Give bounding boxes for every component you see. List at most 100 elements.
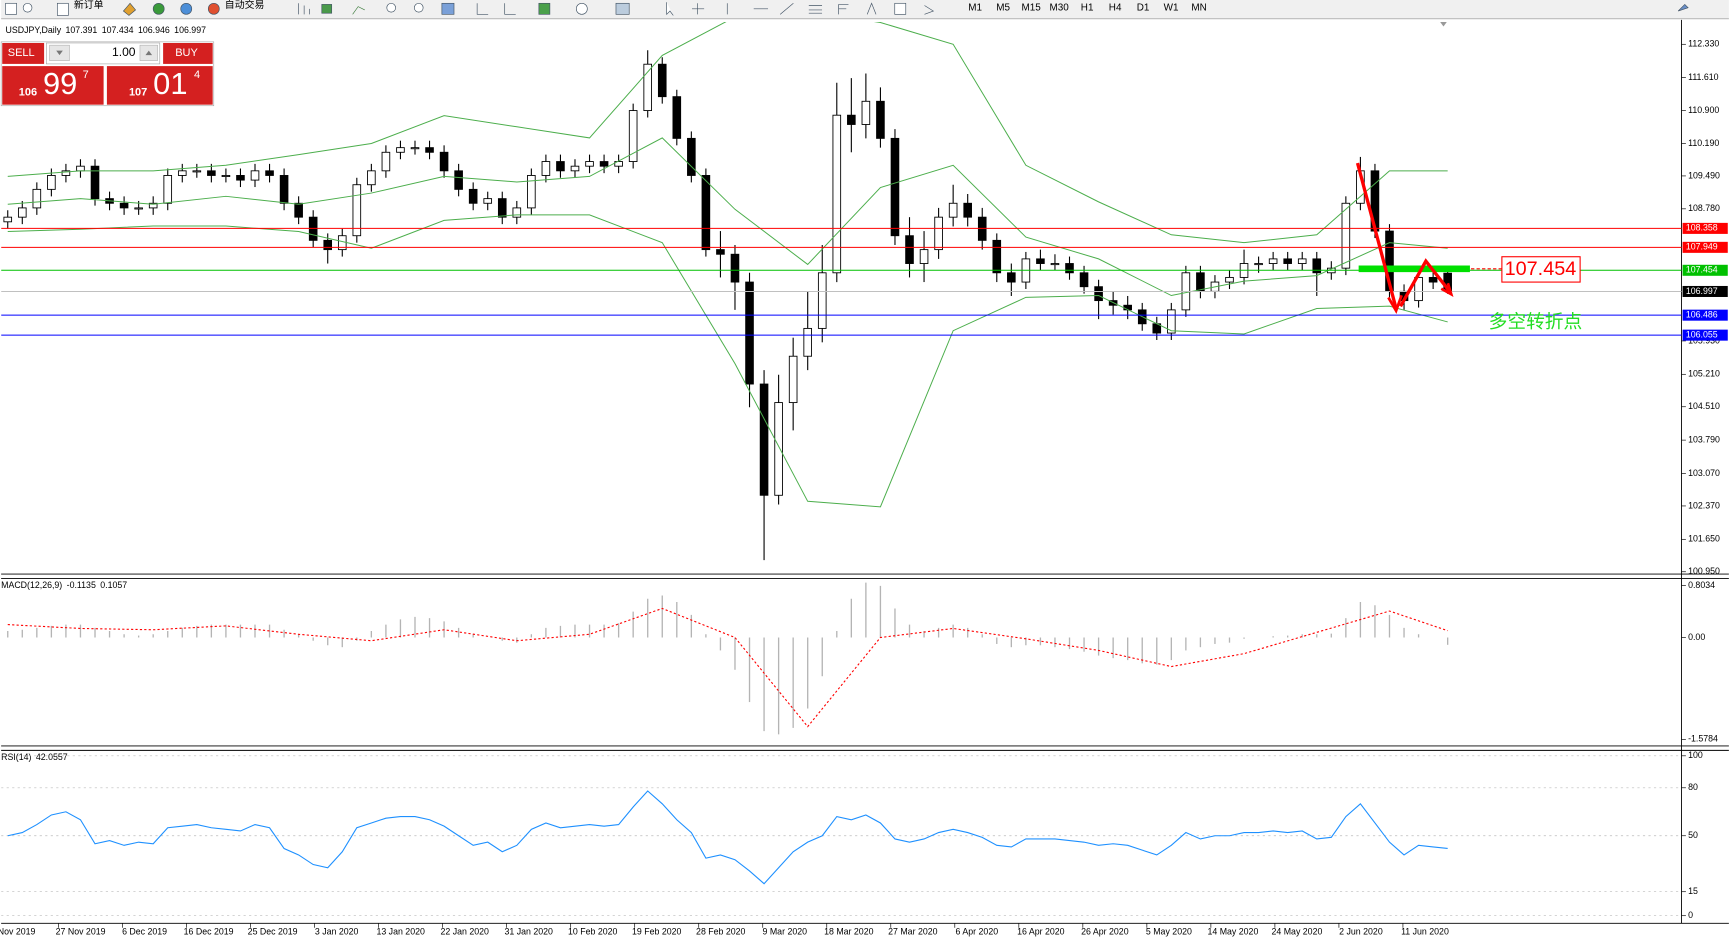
timeframe-button[interactable]: M5 [996, 2, 1010, 13]
candle-body [963, 202, 972, 218]
candle-body [774, 402, 783, 496]
candle-body [163, 175, 173, 204]
sell-label[interactable]: SELL [8, 47, 35, 59]
candle-body [599, 161, 609, 167]
candle-body [803, 327, 812, 357]
buy-label[interactable]: BUY [175, 47, 198, 59]
timeframe-button[interactable]: W1 [1164, 2, 1179, 13]
auto-trading-button[interactable]: 自动交易 [225, 0, 265, 11]
icon[interactable] [152, 2, 165, 15]
icon[interactable] [298, 3, 310, 15]
icon[interactable] [924, 5, 935, 15]
icon[interactable] [386, 2, 396, 13]
icon[interactable] [321, 4, 333, 14]
candle-body [3, 216, 13, 223]
rsi-header: RSI(14) 42.0557 [1, 752, 68, 762]
icon[interactable] [352, 6, 365, 15]
candle-body [352, 184, 362, 237]
icon[interactable] [692, 3, 705, 15]
timeframe-button[interactable]: D1 [1137, 2, 1150, 13]
symbol: USDJPY,Daily [6, 25, 62, 35]
y-tick-label: 0.8034 [1688, 580, 1715, 590]
x-tick-label: 6 Apr 2020 [956, 927, 999, 937]
new-order-button[interactable]: 新订单 [74, 0, 104, 11]
macd-signal-value: 0.1057 [100, 581, 127, 591]
candle-body [1094, 286, 1103, 302]
pane-1 [7, 582, 1449, 735]
sell-price-box[interactable] [2, 66, 104, 105]
candle-body [468, 188, 478, 204]
icon[interactable] [207, 2, 220, 15]
icon[interactable] [838, 4, 849, 15]
candle-body [657, 63, 667, 98]
x-tick-label: 16 Dec 2019 [184, 927, 234, 937]
candle-body [265, 170, 274, 176]
header-close: 106.997 [174, 25, 206, 35]
lot-value[interactable]: 1.00 [112, 45, 136, 59]
timeframe-button[interactable]: M15 [1022, 2, 1042, 13]
y-tick-label: 108.780 [1688, 203, 1720, 213]
icon[interactable] [122, 2, 137, 16]
candle-body [934, 216, 943, 251]
y-tick-label: 101.650 [1688, 534, 1720, 544]
icon[interactable] [808, 5, 823, 14]
icon[interactable] [180, 2, 193, 15]
x-tick-label: 9 Mar 2020 [763, 927, 808, 937]
timeframe-button[interactable]: M30 [1050, 2, 1070, 13]
candle-body [701, 175, 711, 251]
x-tick-label: 16 Apr 2020 [1017, 927, 1065, 937]
candle-body [585, 161, 594, 167]
candle-body [1050, 263, 1060, 266]
arrow-head [1387, 294, 1403, 314]
icon[interactable] [1677, 3, 1689, 12]
buy-button[interactable] [163, 42, 213, 64]
x-tick-label: 28 Feb 2020 [696, 927, 746, 937]
y-tick-label: 110.190 [1688, 138, 1719, 148]
lot-input[interactable] [46, 42, 161, 65]
icon[interactable] [22, 2, 33, 13]
candle-body [628, 110, 638, 162]
timeframe-button[interactable]: H4 [1109, 2, 1122, 13]
candle-body [556, 161, 565, 172]
candle-body [1341, 202, 1351, 269]
candle-body [367, 170, 376, 186]
x-tick-label: 27 Nov 2019 [56, 927, 106, 937]
icon[interactable] [476, 3, 489, 15]
arrow-head [1440, 282, 1454, 298]
icon[interactable] [538, 2, 551, 15]
icon[interactable] [504, 3, 516, 15]
y-tick-label: -1.5784 [1688, 734, 1718, 744]
candle-body [992, 239, 1002, 274]
timeframe-bar: M1 M5 M15 M30 H1 H4 D1 W1 MN [968, 2, 1206, 13]
icon[interactable] [726, 3, 794, 15]
timeframe-button[interactable]: H1 [1081, 2, 1094, 13]
icon[interactable] [414, 2, 424, 13]
header-high: 107.434 [102, 25, 134, 35]
icon[interactable] [5, 2, 17, 15]
candle-body [1036, 258, 1045, 264]
sell-button[interactable] [2, 42, 45, 64]
chart-area [1, 19, 1729, 941]
price-level-label: 107.949 [1686, 242, 1718, 252]
icon[interactable] [866, 2, 877, 15]
timeframe-button[interactable]: MN [1191, 2, 1206, 13]
x-tick-label: 18 Mar 2020 [824, 927, 873, 937]
y-tick-label: 100 [1688, 750, 1703, 760]
icon[interactable] [441, 2, 455, 15]
icon[interactable] [615, 2, 630, 15]
buy-price-pips: 01 [153, 66, 187, 101]
x-tick-label: 14 May 2020 [1207, 927, 1258, 937]
buy-price-box[interactable] [106, 66, 213, 105]
x-tick-label: Nov 2019 [0, 927, 35, 937]
x-tick-label: 3 Jan 2020 [315, 927, 359, 937]
icon[interactable] [894, 2, 907, 15]
icon[interactable] [666, 2, 674, 16]
candle-body [250, 170, 260, 181]
macd-signal [7, 607, 1448, 728]
callout-price: 107.454 [1505, 258, 1577, 280]
candle-body [279, 175, 289, 204]
icon[interactable] [575, 2, 588, 15]
candle-body [687, 137, 696, 176]
icon[interactable] [56, 2, 69, 16]
timeframe-button[interactable]: M1 [968, 2, 982, 13]
